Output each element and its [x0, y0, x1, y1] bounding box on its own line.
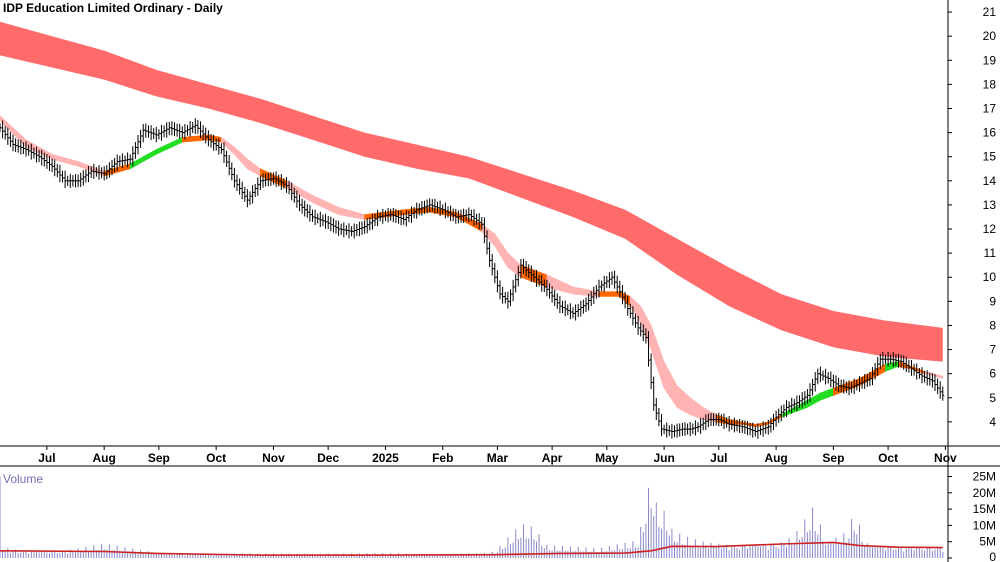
- x-axis-labels: Jul Aug Sep Oct Nov Dec 2025 Feb Mar Apr May Jun Jul…: [38, 446, 957, 465]
- price-axes: 4 5 6 7 8 9 10 11 12 13 14 15 16 17 18 19 20 21: [0, 0, 1000, 467]
- x-tick-label: May: [595, 451, 619, 465]
- long-band-area: [0, 21, 943, 362]
- short-band-segment: [51, 153, 79, 167]
- short-band-segment: [872, 363, 886, 380]
- x-tick-label: Oct: [206, 451, 226, 465]
- x-tick-label: 2025: [372, 451, 399, 465]
- price-tick-label: 21: [983, 5, 997, 19]
- price-tick-label: 4: [989, 415, 996, 429]
- short-band-segment: [247, 158, 261, 177]
- price-tick-label: 11: [984, 246, 997, 260]
- short-band-segment: [221, 136, 235, 155]
- volume-tick-label: 5M: [979, 535, 996, 549]
- short-band-segment: [755, 421, 769, 428]
- short-band-segment: [572, 286, 600, 297]
- x-tick-label: Mar: [487, 451, 509, 465]
- price-tick-label: 15: [983, 150, 997, 164]
- price-tick-label: 13: [983, 198, 997, 212]
- x-tick-label: Dec: [317, 451, 339, 465]
- short-band-segment: [768, 414, 782, 425]
- long-term-mma-band: [0, 21, 943, 362]
- volume-axes: 05M 10M 15M 20M 25M: [947, 466, 996, 562]
- price-tick-label: 19: [983, 53, 997, 67]
- price-tick-label: 14: [983, 174, 997, 188]
- x-tick-label: Apr: [542, 451, 563, 465]
- x-tick-label: Aug: [764, 451, 787, 465]
- x-tick-label: Jun: [653, 451, 674, 465]
- short-band-segment: [728, 419, 743, 425]
- price-tick-label: 12: [983, 222, 997, 236]
- price-bars: [0, 118, 945, 439]
- x-tick-label: Aug: [93, 451, 116, 465]
- volume-tick-label: 10M: [973, 518, 996, 532]
- short-band-segment: [481, 223, 496, 247]
- short-band-segment: [676, 385, 691, 416]
- volume-label: Volume: [3, 472, 43, 486]
- price-tick-label: 7: [989, 343, 996, 357]
- short-band-segment: [742, 421, 756, 428]
- short-band-segment: [598, 291, 621, 297]
- price-tick-label: 6: [989, 367, 996, 381]
- x-tick-label: Nov: [934, 451, 957, 465]
- short-band-segment: [234, 146, 248, 170]
- short-band-segment: [689, 397, 704, 420]
- short-band-segment: [156, 136, 183, 155]
- x-tick-label: Sep: [822, 451, 844, 465]
- x-tick-label: Feb: [432, 451, 453, 465]
- x-tick-label: Sep: [148, 451, 170, 465]
- price-tick-label: 17: [983, 101, 997, 115]
- price-tick-label: 10: [983, 270, 997, 284]
- short-band-segment: [794, 399, 808, 413]
- short-band-segment: [208, 134, 222, 143]
- x-tick-label: Nov: [262, 451, 285, 465]
- x-tick-label: Oct: [878, 451, 898, 465]
- short-band-segment: [129, 156, 144, 170]
- short-band-segment: [546, 274, 574, 295]
- short-band-segment: [650, 325, 665, 389]
- short-band-segment: [885, 361, 899, 372]
- volume-tick-label: 0: [989, 550, 996, 562]
- x-tick-label: Jul: [710, 451, 727, 465]
- short-band-segment: [820, 387, 834, 401]
- x-tick-label: Jul: [38, 451, 55, 465]
- volume-average-line: [0, 541, 943, 556]
- price-tick-label: 16: [983, 126, 997, 140]
- short-band-segment: [494, 232, 509, 269]
- price-tick-label: 9: [989, 294, 996, 308]
- short-term-mma-band: [0, 115, 944, 428]
- price-tick-label: 20: [983, 29, 997, 43]
- price-tick-label: 5: [989, 391, 996, 405]
- short-band-segment: [312, 194, 339, 216]
- price-tick-label: 18: [983, 77, 997, 91]
- short-band-segment: [833, 382, 847, 396]
- short-band-segment: [142, 148, 157, 163]
- price-tick-label: 8: [989, 318, 996, 332]
- short-band-segment: [663, 361, 678, 409]
- volume-tick-label: 25M: [973, 470, 996, 484]
- volume-panel: [0, 476, 944, 558]
- volume-tick-label: 20M: [973, 486, 996, 500]
- short-band-segment: [898, 361, 912, 370]
- short-band-segment: [338, 206, 365, 220]
- chart-title: IDP Education Limited Ordinary - Daily: [3, 1, 223, 15]
- volume-tick-label: 15M: [973, 502, 996, 516]
- short-band-segment: [507, 252, 522, 278]
- short-band-segment: [182, 134, 209, 143]
